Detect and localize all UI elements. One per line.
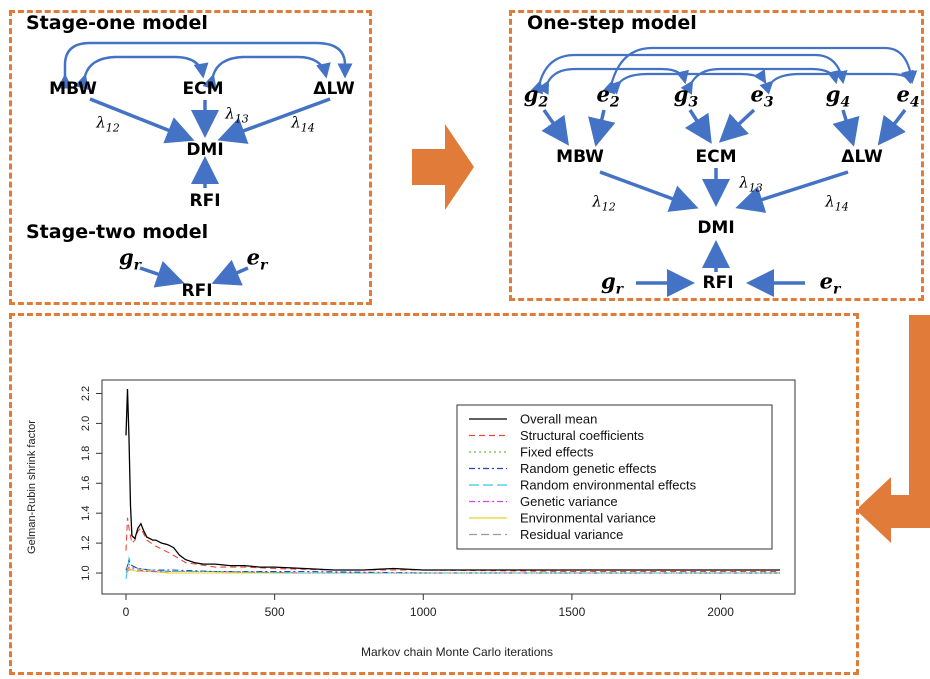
one-step-lambda-12: λ12 [592,192,616,214]
var-g4-sub: 4 [840,94,851,111]
series-line [125,569,780,574]
var-e4: e4 [896,81,920,111]
stage-two-rfi: RFI [181,281,213,301]
one-step-node-mbw: MBW [556,147,604,167]
legend-entry: Overall mean [520,412,597,427]
lambda-12-sub: 12 [105,121,120,135]
node-dmi: DMI [186,140,224,160]
var-e4-sub: 4 [909,94,920,111]
var-e2: e2 [596,81,620,111]
stage-two-e-sub: r [259,257,268,274]
var-e3-sub: 3 [763,94,774,111]
series-line [125,555,780,580]
y-tick-label: 1.8 [80,446,92,461]
series-line [125,388,780,571]
node-delta-lw: ΔLW [313,79,355,99]
one-step-lambda-13: λ13 [739,173,763,195]
var-gr: gr [600,268,624,298]
one-step-title: One-step model [527,12,697,34]
series-line [125,563,780,574]
one-step-lambda-13-sub: 13 [748,181,763,195]
y-tick-label: 2.0 [80,416,92,431]
x-tick-label: 500 [265,605,285,619]
y-tick-label: 1.0 [80,565,92,580]
legend-entry: Genetic variance [520,494,618,509]
legend-entry: Random genetic effects [520,461,657,476]
node-rfi: RFI [189,191,221,211]
one-step-node-ecm: ECM [695,147,737,167]
lambda-13-label: λ13 [225,104,249,126]
one-step-node-dmi: DMI [697,218,735,238]
x-tick-label: 0 [123,605,130,619]
right-block-arrow [412,124,474,210]
series-line [125,559,780,574]
one-step-lambda-14: λ14 [825,192,849,214]
stage-two-e-var: er [246,244,268,274]
y-tick-label: 1.6 [80,476,92,491]
lambda-12-label: λ12 [96,113,120,135]
one-step-node-rfi: RFI [702,273,734,293]
legend-box [456,404,773,550]
stage-two-g-var: gr [118,244,142,274]
lambda-14-sub: 14 [300,121,315,135]
y-tick-label: 2.2 [80,386,92,401]
down-left-block-arrow [856,315,930,543]
node-ecm: ECM [182,79,224,99]
one-step-lambda-12-sub: 12 [601,200,616,214]
lambda-14-label: λ14 [291,113,315,135]
lambda-13-sub: 13 [234,112,249,126]
var-g2-sub: 2 [538,94,549,111]
var-g2: g2 [523,81,549,111]
y-tick-label: 1.2 [80,535,92,550]
var-e2-sub: 2 [609,94,620,111]
x-tick-label: 1000 [410,605,437,619]
y-tick-label: 1.4 [80,506,92,521]
legend-entry: Structural coefficients [520,428,645,443]
one-step-lambda-14-sub: 14 [834,200,849,214]
stage-one-title: Stage-one model [26,12,208,34]
legend-entry: Residual variance [520,527,623,542]
one-step-node-delta-lw: ΔLW [841,147,883,167]
var-e3: e3 [750,81,774,111]
stage-two-g-sub: r [133,257,142,274]
stage-two-title: Stage-two model [26,221,209,243]
var-g3-sub: 3 [688,94,699,111]
legend-entry: Environmental variance [520,511,656,526]
legend-entry: Random environmental effects [520,478,697,493]
legend-entry: Fixed effects [520,445,594,460]
var-er: er [819,268,841,298]
x-axis-label: Markov chain Monte Carlo iterations [361,645,553,659]
var-er-sub: r [832,281,841,298]
y-axis-label: Gelman-Rubin shrink factor [26,420,38,554]
var-gr-sub: r [615,281,624,298]
node-mbw: MBW [49,79,97,99]
x-tick-label: 2000 [707,605,734,619]
x-tick-label: 1500 [559,605,586,619]
plot-area [101,379,796,595]
var-g4: g4 [825,81,851,111]
var-g3: g3 [673,81,699,111]
